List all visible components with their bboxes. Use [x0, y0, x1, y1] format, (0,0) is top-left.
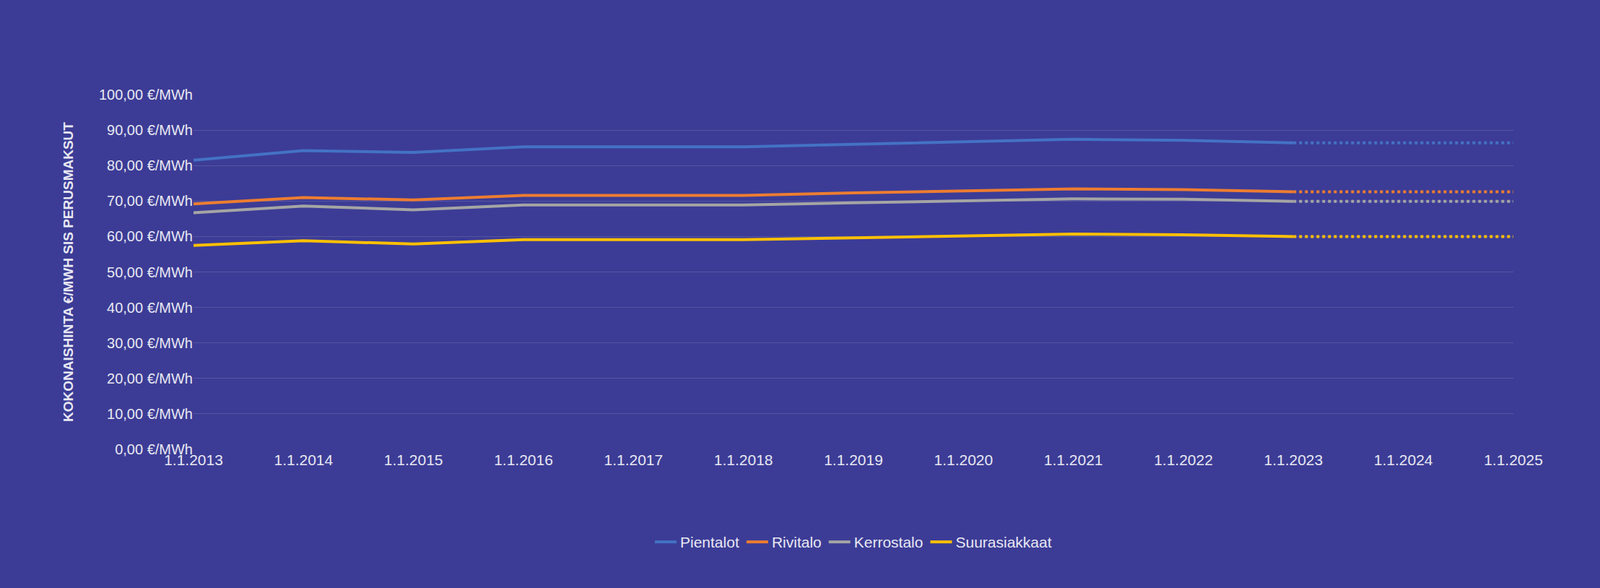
svg-text:1.1.2020: 1.1.2020 [933, 451, 993, 468]
svg-text:Kerrostalo: Kerrostalo [854, 533, 924, 551]
svg-text:1.1.2017: 1.1.2017 [603, 451, 663, 468]
svg-text:1.1.2022: 1.1.2022 [1153, 451, 1213, 468]
svg-text:1.1.2025: 1.1.2025 [1483, 451, 1543, 468]
svg-text:10,00 €/MWh: 10,00 €/MWh [106, 405, 193, 422]
svg-text:1.1.2015: 1.1.2015 [384, 451, 444, 468]
svg-text:1.1.2016: 1.1.2016 [493, 451, 554, 468]
svg-text:Suurasiakkaat: Suurasiakkaat [955, 533, 1052, 551]
svg-text:80,00 €/MWh: 80,00 €/MWh [106, 157, 193, 174]
svg-text:Rivitalo: Rivitalo [771, 533, 822, 551]
svg-text:1.1.2021: 1.1.2021 [1044, 451, 1104, 468]
svg-text:0,00 €/MWh: 0,00 €/MWh [114, 441, 193, 458]
svg-text:50,00 €/MWh: 50,00 €/MWh [106, 264, 193, 281]
svg-text:20,00 €/MWh: 20,00 €/MWh [106, 370, 193, 387]
svg-text:70,00 €/MWh: 70,00 €/MWh [106, 192, 193, 209]
svg-text:KOKONAISHINTA €/MWH SIS PERUSM: KOKONAISHINTA €/MWH SIS PERUSMAKSUT [60, 122, 76, 422]
svg-text:1.1.2024: 1.1.2024 [1374, 451, 1434, 468]
svg-text:30,00 €/MWh: 30,00 €/MWh [106, 335, 193, 351]
svg-text:90,00 €/MWh: 90,00 €/MWh [106, 122, 193, 138]
svg-text:Pientalot: Pientalot [680, 533, 740, 551]
svg-text:100,00 €/MWh: 100,00 €/MWh [98, 86, 193, 103]
svg-text:1.1.2019: 1.1.2019 [823, 451, 884, 468]
svg-text:1.1.2014: 1.1.2014 [273, 451, 333, 468]
svg-text:1.1.2023: 1.1.2023 [1263, 451, 1323, 468]
svg-text:1.1.2018: 1.1.2018 [714, 451, 774, 468]
svg-text:1.1.2013: 1.1.2013 [163, 451, 224, 468]
svg-text:60,00 €/MWh: 60,00 €/MWh [106, 228, 193, 245]
svg-text:40,00 €/MWh: 40,00 €/MWh [106, 299, 193, 316]
